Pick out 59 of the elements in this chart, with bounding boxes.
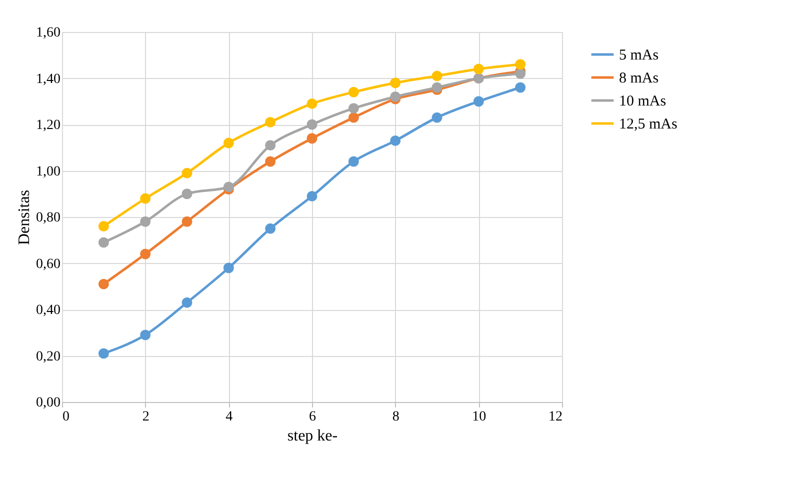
y-tick-label: 0,60: [36, 256, 60, 272]
y-tick-label: 0,20: [36, 349, 60, 364]
point: [140, 216, 151, 227]
x-tick-label: 4: [226, 410, 233, 424]
point: [223, 262, 234, 274]
point: [140, 330, 151, 340]
x-tick-label: 8: [392, 410, 400, 424]
point: [265, 156, 276, 167]
point: [265, 116, 276, 128]
point: [265, 223, 276, 234]
point: [265, 140, 276, 151]
x-tick-label: 6: [309, 410, 316, 424]
point: [306, 98, 318, 109]
point: [182, 168, 192, 178]
point: [306, 190, 318, 202]
y-tick-label: 0,80: [36, 210, 60, 226]
y-tick-label: 1,40: [36, 72, 60, 87]
y-tick-label: 1,00: [36, 164, 60, 180]
point: [98, 278, 109, 290]
point: [473, 96, 484, 107]
x-tick-label: 10: [472, 410, 486, 424]
y-tick-label: 1,20: [36, 118, 60, 133]
point: [473, 64, 484, 74]
point: [348, 112, 359, 123]
point: [182, 216, 192, 227]
x-tick-label: 0: [62, 410, 70, 424]
point: [223, 138, 234, 148]
point: [306, 119, 318, 130]
legend-label: 8 mAs: [619, 70, 659, 86]
point: [140, 193, 151, 204]
point: [306, 133, 318, 144]
y-tick-label: 0,40: [36, 303, 60, 318]
x-tick-label: 12: [548, 410, 562, 424]
point: [348, 86, 359, 98]
point: [515, 82, 526, 93]
point: [432, 82, 442, 93]
point: [98, 221, 109, 232]
point: [432, 112, 442, 123]
y-axis-title: Densitas: [16, 190, 33, 246]
point: [182, 188, 192, 200]
point: [140, 248, 151, 260]
point: [390, 92, 401, 102]
legend-label: 10 mAs: [619, 94, 666, 110]
y-tick-label: 1,60: [36, 26, 60, 40]
point: [98, 348, 109, 359]
x-axis-title: step ke-: [287, 428, 338, 444]
legend-label: 12,5 mAs: [619, 116, 678, 132]
point: [223, 182, 234, 192]
y-tick-label: 0,00: [36, 396, 60, 410]
point: [390, 135, 401, 146]
point: [390, 78, 401, 88]
legend-label: 5 mAs: [619, 48, 659, 64]
point: [348, 156, 359, 167]
point: [432, 70, 442, 82]
point: [515, 59, 526, 70]
x-tick-label: 2: [142, 410, 150, 424]
point: [182, 297, 192, 308]
point: [98, 237, 109, 248]
point: [348, 103, 359, 114]
